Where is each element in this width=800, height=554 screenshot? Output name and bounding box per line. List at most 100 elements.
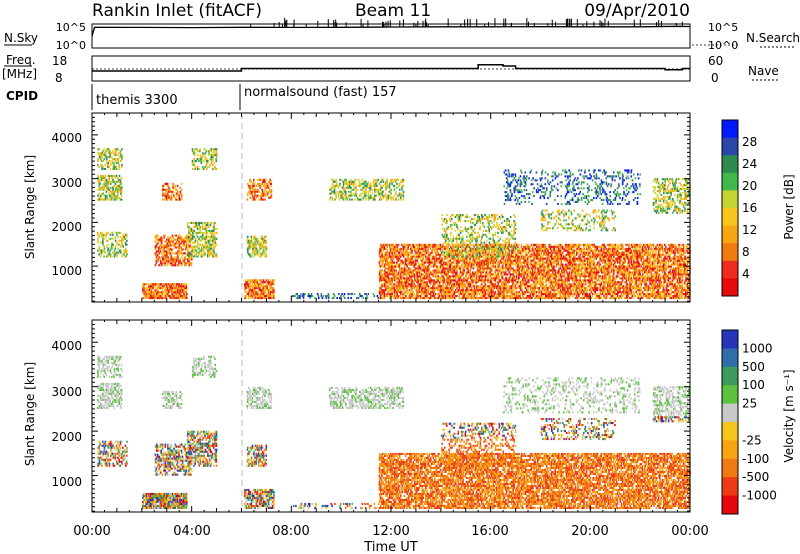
range-cell: [542, 266, 544, 268]
range-cell: [417, 262, 419, 264]
range-cell: [481, 264, 483, 266]
range-cell: [425, 287, 427, 289]
range-cell: [411, 289, 413, 291]
range-cell: [207, 166, 209, 168]
range-cell: [247, 183, 249, 185]
range-cell: [503, 258, 505, 260]
range-cell: [166, 260, 168, 262]
range-cell: [458, 285, 460, 287]
range-cell: [481, 271, 483, 273]
range-cell: [440, 244, 442, 246]
range-cell: [180, 243, 182, 245]
range-cell: [380, 256, 382, 258]
range-cell: [435, 248, 437, 250]
range-cell: [397, 195, 399, 197]
range-cell: [386, 254, 388, 256]
range-cell: [257, 195, 259, 197]
range-cell: [446, 264, 448, 266]
range-cell: [534, 269, 536, 271]
range-cell: [487, 267, 489, 269]
range-cell: [389, 246, 391, 248]
range-cell: [440, 285, 442, 287]
range-cell: [158, 264, 160, 266]
range-cell: [449, 244, 451, 246]
range-cell: [193, 236, 195, 238]
range-cell: [502, 262, 504, 264]
range-cell: [387, 262, 389, 264]
range-cell: [192, 232, 194, 234]
range-cell: [248, 291, 250, 293]
range-cell: [394, 185, 396, 187]
range-cell: [505, 273, 507, 275]
range-cell: [532, 275, 534, 277]
range-cell: [115, 246, 117, 248]
range-cell: [160, 295, 162, 297]
range-cell: [399, 264, 401, 266]
range-cell: [511, 293, 513, 295]
range-cell: [204, 244, 206, 246]
range-cell: [505, 289, 507, 291]
range-cell: [469, 281, 471, 283]
range-cell: [469, 266, 471, 268]
range-cell: [479, 285, 481, 287]
range-cell: [125, 248, 127, 250]
range-cell: [417, 269, 419, 271]
range-cell: [257, 238, 259, 240]
range-cell: [110, 164, 112, 166]
range-cell: [436, 287, 438, 289]
range-cell: [536, 271, 538, 273]
range-cell: [106, 183, 108, 185]
range-cell: [102, 242, 104, 244]
range-cell: [517, 291, 519, 293]
range-cell: [381, 246, 383, 248]
range-cell: [162, 295, 164, 297]
range-cell: [208, 150, 210, 152]
range-cell: [210, 224, 212, 226]
range-cell: [384, 283, 386, 285]
range-cell: [206, 158, 208, 160]
range-cell: [175, 262, 177, 264]
range-cell: [116, 242, 118, 244]
range-cell: [267, 195, 269, 197]
range-cell: [151, 283, 153, 285]
range-cell: [449, 279, 451, 281]
range-cell: [446, 258, 448, 260]
range-cell: [452, 287, 454, 289]
range-cell: [263, 291, 265, 293]
range-cell: [534, 260, 536, 262]
range-cell: [527, 244, 529, 246]
range-cell: [120, 191, 122, 193]
range-cell: [192, 168, 194, 170]
range-cell: [261, 248, 263, 250]
range-cell: [424, 264, 426, 266]
range-cell: [392, 289, 394, 291]
range-cell: [121, 187, 123, 189]
range-cell: [518, 271, 520, 273]
range-cell: [501, 271, 503, 273]
range-cell: [530, 269, 532, 271]
range-cell: [507, 295, 509, 297]
range-cell: [121, 158, 123, 160]
range-cell: [536, 262, 538, 264]
range-cell: [197, 246, 199, 248]
range-cell: [417, 267, 419, 269]
range-cell: [471, 287, 473, 289]
range-cell: [421, 281, 423, 283]
range-cell: [419, 266, 421, 268]
range-cell: [156, 293, 158, 295]
range-cell: [526, 285, 528, 287]
range-cell: [505, 271, 507, 273]
range-cell: [525, 281, 527, 283]
range-cell: [379, 195, 381, 197]
range-cell: [179, 283, 181, 285]
range-cell: [467, 269, 469, 271]
range-cell: [531, 252, 533, 254]
range-cell: [380, 197, 382, 199]
range-cell: [252, 297, 254, 299]
range-cell: [164, 254, 166, 256]
range-cell: [172, 256, 174, 258]
range-cell: [387, 291, 389, 293]
range-cell: [382, 273, 384, 275]
range-cell: [203, 154, 205, 156]
range-cell: [430, 293, 432, 295]
